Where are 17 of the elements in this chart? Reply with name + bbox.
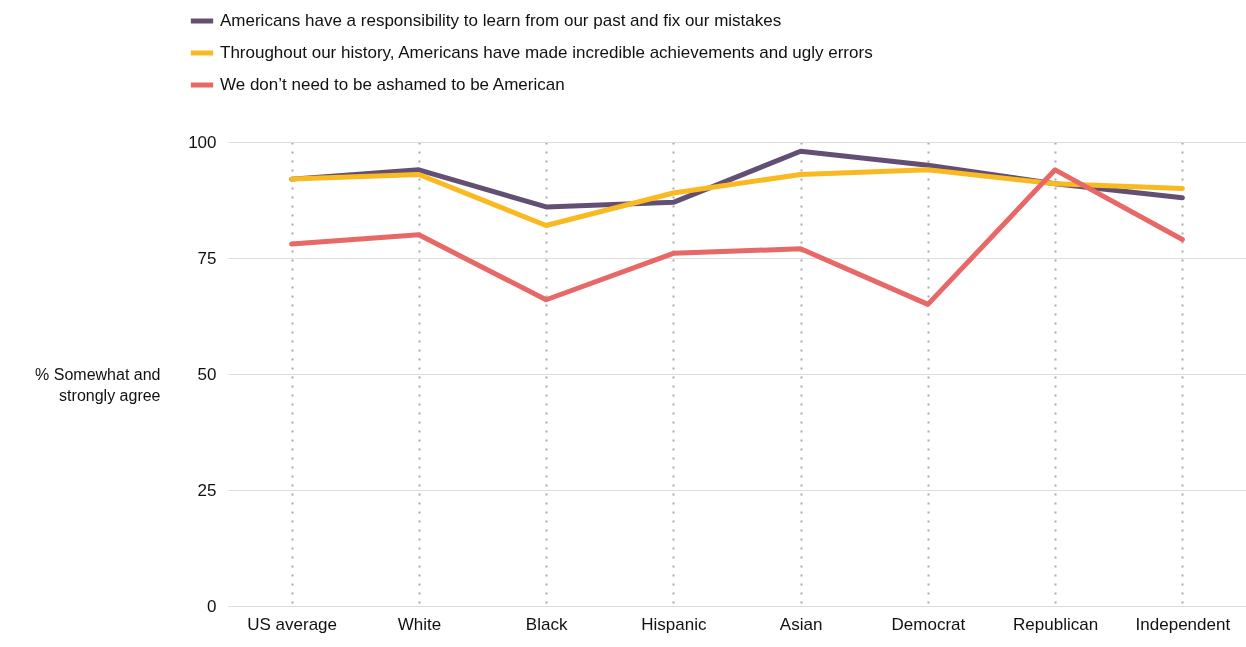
y-tick-label: 50 [197,364,217,384]
y-tick-label: 75 [197,248,217,268]
y-tick-label: 100 [188,132,217,152]
y-axis-title: % Somewhat and strongly agree [35,365,161,404]
x-tick-label: White [397,614,442,634]
x-tick-label: Democrat [891,614,966,634]
x-tick-label: Asian [779,614,823,634]
x-tick-label: Independent [1135,614,1231,634]
legend-label: We don’t need to be ashamed to be American [220,75,565,94]
x-tick-label: Republican [1013,614,1099,634]
x-tick-label: Black [525,614,568,634]
y-tick-label: 25 [197,480,217,500]
x-tick-label: Hispanic [641,614,707,634]
legend-label: Throughout our history, Americans have made incredible achievements and ugly errors [220,43,873,62]
legend-label: Americans have a responsibility to learn from our past and fix our mistakes [220,11,782,30]
x-tick-label: US average [247,614,338,634]
y-tick-label: 0 [207,596,217,616]
